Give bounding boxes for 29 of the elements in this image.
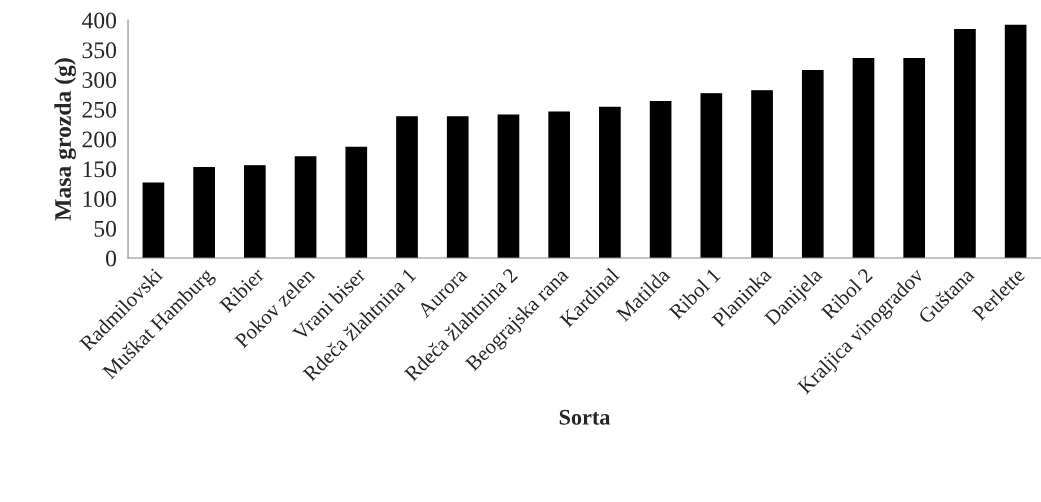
bar [244,165,266,259]
bar [446,116,469,259]
bar [396,116,418,259]
bar [548,111,571,259]
bar [497,114,520,259]
bar [1004,24,1027,259]
bar [649,100,672,259]
y-tick-label: 400 [81,12,117,29]
y-tick-label: 300 [82,72,117,88]
y-tick-label: 100 [83,191,117,207]
bar [599,106,621,259]
bar [751,90,773,259]
y-tick-label: 0 [106,250,117,267]
bar [903,58,926,259]
y-tick-label: 50 [94,220,117,237]
y-tick-label: 250 [82,101,117,118]
bar [294,156,317,259]
y-axis-title: Masa grozda (g) [54,58,76,221]
bar [700,93,723,259]
bar [801,69,824,259]
bar [954,28,976,259]
y-tick-label: 350 [82,42,117,59]
y-tick-label: 150 [83,161,117,178]
bar [142,182,165,259]
bar [193,166,215,259]
bar [345,146,368,259]
x-axis-title: Sorta [559,409,611,425]
bar [852,58,875,259]
y-tick-label: 200 [82,131,117,148]
